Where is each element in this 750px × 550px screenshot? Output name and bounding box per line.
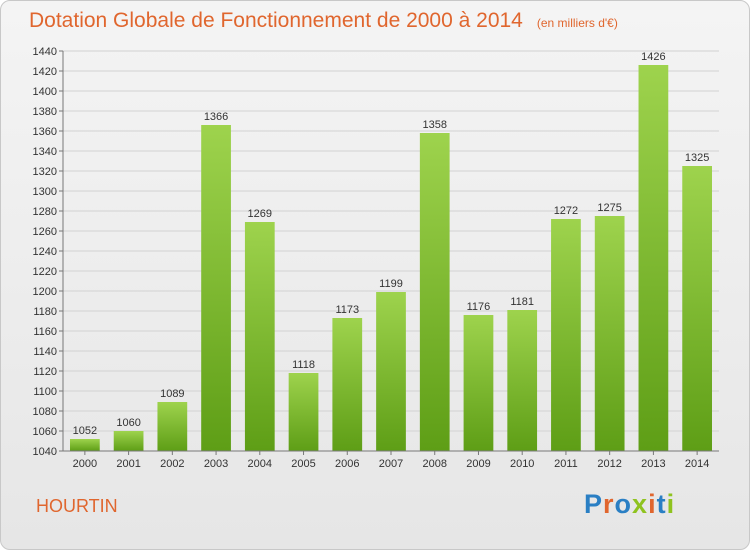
x-tick-label: 2014 [685, 458, 709, 470]
y-tick-label: 1120 [33, 366, 57, 378]
y-tick-label: 1100 [33, 386, 57, 398]
x-tick-label: 2005 [291, 458, 315, 470]
x-tick-label: 2000 [73, 458, 97, 470]
y-tick-label: 1060 [33, 426, 57, 438]
y-tick-label: 1440 [33, 46, 57, 58]
bar-value-label: 1199 [379, 278, 403, 290]
bar-value-label: 1366 [204, 111, 228, 123]
bar-value-label: 1118 [292, 359, 315, 371]
x-tick-label: 2009 [466, 458, 490, 470]
logo-letter: i [648, 489, 657, 519]
bar [332, 318, 363, 451]
bar [288, 373, 319, 451]
bar-value-label: 1176 [467, 301, 491, 313]
bar [201, 125, 231, 451]
bar-value-label: 1272 [554, 205, 578, 217]
bar-value-label: 1426 [641, 51, 665, 63]
bar [419, 133, 450, 451]
bar [69, 439, 100, 451]
bar [244, 222, 275, 451]
bar [551, 219, 581, 451]
y-tick-label: 1280 [33, 206, 57, 218]
x-tick-label: 2007 [379, 458, 403, 470]
y-tick-label: 1240 [33, 246, 57, 258]
logo-letter: r [603, 489, 615, 519]
bar-value-label: 1173 [335, 304, 359, 316]
x-tick-label: 2011 [554, 458, 578, 470]
y-tick-label: 1080 [33, 406, 57, 418]
y-tick-label: 1420 [33, 66, 57, 78]
bar [638, 65, 669, 451]
bar [376, 292, 406, 451]
x-tick-label: 2004 [248, 458, 272, 470]
x-tick-label: 2003 [204, 458, 228, 470]
logo-letter: o [614, 489, 633, 519]
proxiti-logo: Proxiti [584, 489, 675, 520]
logo-letter: t [656, 489, 667, 519]
y-tick-label: 1040 [33, 446, 57, 458]
bar-value-label: 1052 [73, 425, 97, 437]
y-tick-label: 1320 [33, 166, 57, 178]
bars: 1052 1060 1089 1366 1269 1118 1173 1199 1358 1176… [69, 51, 713, 451]
logo-letter: i [666, 489, 676, 519]
y-tick-label: 1140 [33, 346, 57, 358]
bar-value-label: 1325 [685, 152, 709, 164]
x-tick-label: 2010 [510, 458, 534, 470]
y-tick-label: 1220 [33, 266, 57, 278]
bar-value-label: 1060 [116, 417, 140, 429]
logo-letter: P [584, 489, 604, 519]
y-tick-label: 1160 [33, 326, 57, 338]
y-tick-label: 1360 [33, 126, 57, 138]
y-tick-label: 1300 [33, 186, 57, 198]
y-tick-label: 1380 [33, 106, 57, 118]
bar-value-label: 1181 [510, 296, 534, 308]
axes: 1040 1060 1080 1100 1120 1140 1160 1180 1200 1220… [33, 46, 719, 470]
bar [113, 431, 144, 451]
logo-letter: x [632, 489, 649, 519]
x-tick-label: 2008 [422, 458, 446, 470]
x-tick-label: 2012 [597, 458, 621, 470]
y-tick-label: 1200 [33, 286, 57, 298]
title-line: Dotation Globale de Fonctionnement de 20… [29, 9, 618, 33]
chart-title: Dotation Globale de Fonctionnement de 20… [29, 9, 523, 32]
x-tick-label: 2013 [641, 458, 665, 470]
x-tick-label: 2002 [160, 458, 184, 470]
chart-unit: (en milliers d'€) [536, 16, 618, 30]
y-tick-label: 1340 [33, 146, 57, 158]
y-tick-label: 1400 [33, 86, 57, 98]
bar [594, 216, 625, 451]
bar-value-label: 1275 [597, 202, 621, 214]
bar-value-label: 1089 [160, 388, 184, 400]
bar-value-label: 1269 [248, 208, 272, 220]
y-tick-label: 1180 [33, 306, 57, 318]
bar [682, 166, 713, 451]
bar-value-label: 1358 [422, 119, 446, 131]
x-tick-label: 2006 [335, 458, 359, 470]
x-tick-label: 2001 [116, 458, 140, 470]
y-tick-label: 1260 [33, 226, 57, 238]
bar [463, 315, 494, 451]
bar [157, 402, 188, 451]
place-name: HOURTIN [36, 496, 118, 516]
bar [507, 310, 538, 451]
